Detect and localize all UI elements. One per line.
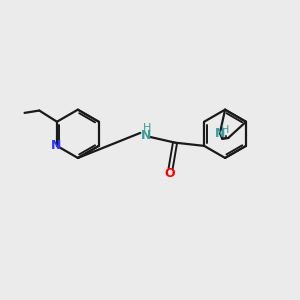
Text: H: H: [221, 125, 230, 135]
Text: N: N: [140, 129, 151, 142]
Text: N: N: [51, 139, 61, 152]
Text: H: H: [142, 123, 151, 133]
Text: N: N: [215, 127, 225, 140]
Text: O: O: [165, 167, 175, 180]
